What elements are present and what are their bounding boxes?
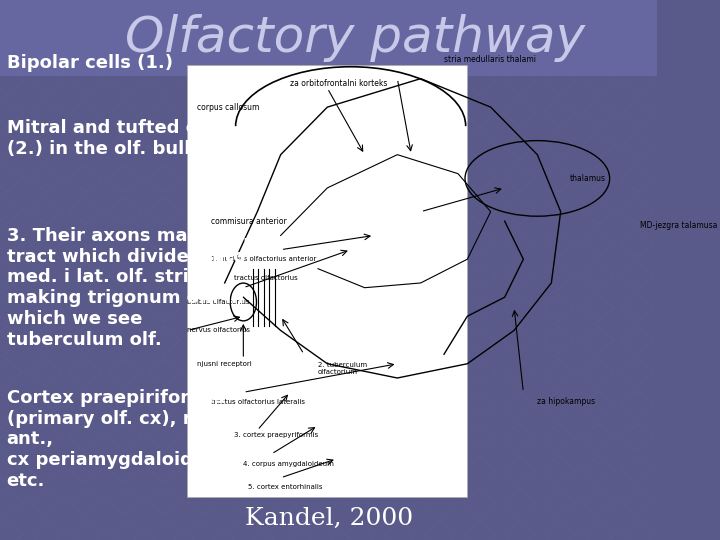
Text: 5. cortex entorhinalis: 5. cortex entorhinalis: [248, 484, 323, 490]
FancyBboxPatch shape: [0, 0, 657, 76]
Text: Mitral and tufted cells
(2.) in the olf. bulb: Mitral and tufted cells (2.) in the olf.…: [6, 119, 231, 158]
Text: corpus callosum: corpus callosum: [197, 103, 259, 112]
FancyBboxPatch shape: [187, 65, 467, 497]
Text: thalamus: thalamus: [570, 174, 606, 183]
Text: njusni receptori: njusni receptori: [197, 361, 251, 367]
Text: 3. Their axons make olf.
tract which divides into
med. i lat. olf. stria
making : 3. Their axons make olf. tract which div…: [6, 227, 249, 349]
Text: MD-jezgra talamusa: MD-jezgra talamusa: [640, 221, 717, 231]
Text: commisura anterior: commisura anterior: [211, 217, 287, 226]
Text: za orbitofrontalni korteks: za orbitofrontalni korteks: [290, 79, 387, 88]
Text: 4. corpus amygdaloideum: 4. corpus amygdaloideum: [243, 461, 334, 467]
Text: stria medullaris thalami: stria medullaris thalami: [444, 55, 536, 64]
Text: Bipolar cells (1.): Bipolar cells (1.): [6, 54, 173, 72]
Text: bulbus olfactorius: bulbus olfactorius: [187, 299, 250, 305]
Text: 1. nucleus olfactorius anterior: 1. nucleus olfactorius anterior: [211, 256, 316, 262]
Text: Cortex praepiriformis
(primary olf. cx), n. olf.
ant.,
cx periamygdaloideus,
etc: Cortex praepiriformis (primary olf. cx),…: [6, 389, 240, 490]
Text: nervus olfactorius: nervus olfactorius: [187, 327, 251, 334]
Text: 2. tuberculum
olfactorium: 2. tuberculum olfactorium: [318, 362, 367, 375]
Text: tractus olfactorius lateralis: tractus olfactorius lateralis: [211, 399, 305, 405]
Text: za hipokampus: za hipokampus: [537, 397, 595, 406]
Text: Olfactory pathway: Olfactory pathway: [125, 14, 585, 62]
Text: Kandel, 2000: Kandel, 2000: [245, 507, 413, 530]
Text: tractus olfactorius: tractus olfactorius: [234, 275, 298, 281]
Text: 3. cortex praepyriformis: 3. cortex praepyriformis: [234, 432, 318, 438]
